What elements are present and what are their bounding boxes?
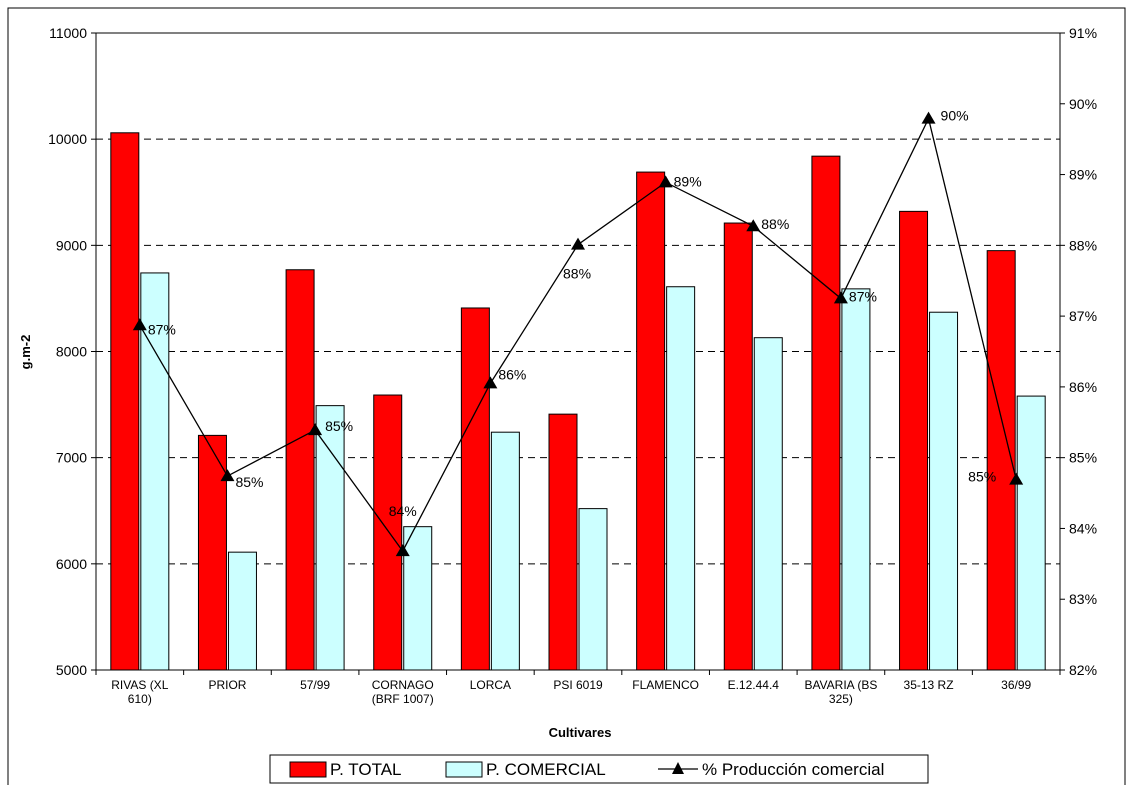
bar-total xyxy=(373,394,403,671)
x-axis-label: Cultivares xyxy=(549,725,612,740)
bar-comercial xyxy=(227,551,257,671)
percent-marker xyxy=(1009,472,1024,485)
percent-line: 87% 85% 85% 84% 86% 88% 89% 88% 87% 90% 85% xyxy=(132,108,1024,557)
category-label: 36/99 xyxy=(1001,678,1031,692)
category-label: 35-13 RZ xyxy=(904,678,954,692)
percent-marker xyxy=(658,175,673,188)
percent-marker xyxy=(921,111,936,124)
category-label: CORNAGO xyxy=(372,678,434,692)
bar-total xyxy=(197,434,227,671)
bar-comercial xyxy=(490,431,520,671)
category-label: 610) xyxy=(128,692,152,706)
right-axis-ticks: 82% 83% 84% 85% 86% 87% 88% 89% 90% 91% xyxy=(1060,25,1097,678)
percent-marker xyxy=(746,219,761,232)
y-tick-label: 10000 xyxy=(48,131,87,147)
bar-total xyxy=(723,222,753,671)
left-axis-ticks: 5000 6000 7000 8000 9000 10000 11000 xyxy=(48,25,96,678)
legend: P. TOTAL P. COMERCIAL % Producción comer… xyxy=(269,754,929,784)
bar-comercial xyxy=(841,288,871,671)
percent-marker xyxy=(132,318,147,331)
percent-data-label: 84% xyxy=(389,503,417,519)
category-label: RIVAS (XL xyxy=(111,678,168,692)
category-label: PRIOR xyxy=(208,678,246,692)
bar-comercial xyxy=(578,508,608,671)
legend-swatch-marker xyxy=(672,762,684,774)
percent-marker xyxy=(308,423,323,436)
bar-total xyxy=(460,307,490,671)
percent-data-label: 85% xyxy=(235,474,263,490)
bar-total xyxy=(636,171,666,671)
y-tick-label: 8000 xyxy=(56,344,87,360)
percent-marker xyxy=(833,291,848,304)
y2-tick-label: 91% xyxy=(1069,25,1097,41)
y-tick-label: 11000 xyxy=(49,25,87,41)
legend-swatch-total xyxy=(289,761,327,778)
category-label: 57/99 xyxy=(300,678,330,692)
legend-swatch-comercial xyxy=(445,761,483,778)
category-label: PSI 6019 xyxy=(553,678,603,692)
y2-tick-label: 87% xyxy=(1069,308,1097,324)
percent-data-label: 87% xyxy=(148,321,176,337)
bar-total xyxy=(811,155,841,671)
percent-marker xyxy=(395,544,410,557)
category-label: LORCA xyxy=(470,678,511,692)
y2-tick-label: 89% xyxy=(1069,167,1097,183)
y-tick-label: 5000 xyxy=(56,662,87,678)
percent-data-label: 85% xyxy=(968,469,996,485)
y2-tick-label: 84% xyxy=(1069,520,1097,536)
legend-label-total: P. TOTAL xyxy=(330,760,402,779)
percent-data-label: 88% xyxy=(563,266,591,282)
percent-data-label: 90% xyxy=(941,108,969,124)
percent-data-label: 87% xyxy=(849,288,877,304)
bar-total xyxy=(285,269,315,671)
bar-total xyxy=(110,132,140,671)
bar-comercial xyxy=(1016,395,1046,671)
percent-data-label: 88% xyxy=(761,216,789,232)
y2-tick-label: 88% xyxy=(1069,237,1097,253)
y2-tick-label: 83% xyxy=(1069,591,1097,607)
y2-tick-label: 86% xyxy=(1069,379,1097,395)
y-tick-label: 6000 xyxy=(56,556,87,572)
bar-comercial xyxy=(929,311,959,671)
category-label: E.12.44.4 xyxy=(728,678,780,692)
bar-total xyxy=(899,210,929,671)
y-axis-label: g.m-2 xyxy=(18,335,33,370)
bar-comercial xyxy=(666,286,696,671)
category-label: 325) xyxy=(829,692,853,706)
outer-frame xyxy=(7,7,1126,785)
bar-comercial xyxy=(753,337,783,671)
category-label: BAVARIA (BS xyxy=(804,678,877,692)
y2-tick-label: 82% xyxy=(1069,662,1097,678)
y2-tick-label: 90% xyxy=(1069,96,1097,112)
legend-box xyxy=(269,754,929,784)
legend-label-percent: % Producción comercial xyxy=(702,760,884,779)
legend-label-comercial: P. COMERCIAL xyxy=(486,760,606,779)
category-label: (BRF 1007) xyxy=(372,692,434,706)
bar-comercial xyxy=(315,405,345,671)
bars xyxy=(110,132,1046,671)
bar-comercial xyxy=(140,272,170,671)
percent-marker xyxy=(220,469,235,482)
bar-comercial xyxy=(403,526,433,671)
y2-tick-label: 85% xyxy=(1069,450,1097,466)
bar-total xyxy=(548,413,578,671)
percent-marker xyxy=(483,376,498,389)
percent-data-label: 86% xyxy=(498,366,526,382)
percent-data-label: 89% xyxy=(674,173,702,189)
percent-marker xyxy=(571,237,585,250)
category-label: FLAMENCO xyxy=(632,678,699,692)
y-tick-label: 7000 xyxy=(56,450,87,466)
percent-data-label: 85% xyxy=(325,418,353,434)
y-tick-label: 9000 xyxy=(56,237,87,253)
bar-total xyxy=(986,250,1016,671)
